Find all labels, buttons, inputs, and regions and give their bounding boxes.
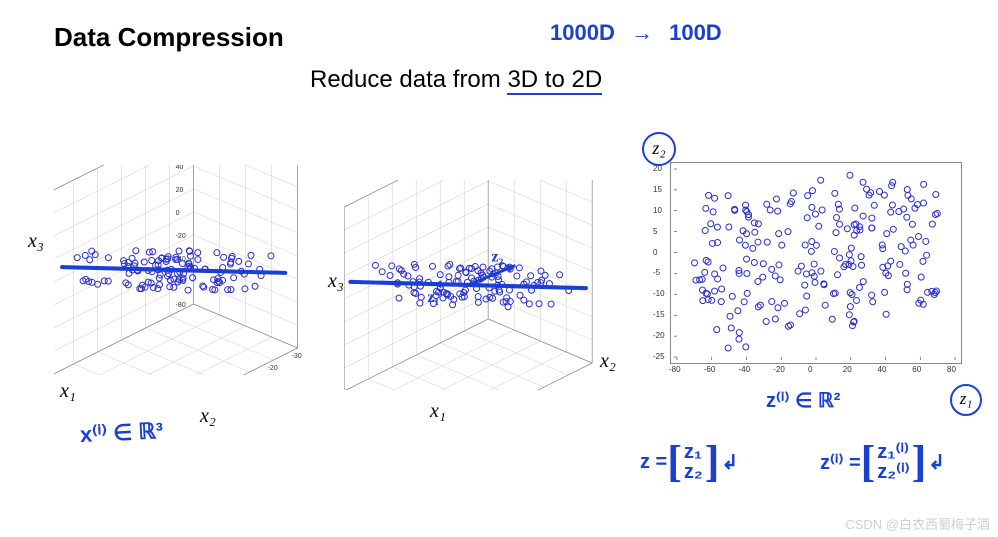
ytick-label: 0 [653,248,657,257]
plot-a-ylabel: x₂ [200,405,216,428]
zi-vec-pre: z⁽ⁱ⁾ = [820,450,861,475]
svg-text:-20: -20 [268,365,278,372]
ytick-label: 5 [653,227,657,236]
plot-a-xlabel: x₁ [60,380,76,403]
svg-text:20: 20 [176,187,184,194]
xtick-label: 80 [947,365,956,374]
xtick-label: -20 [773,365,785,374]
hand-note-top: 1000D → 100D [550,20,722,46]
xtick-label: 40 [878,365,887,374]
zi-vec-r2: z₂⁽ⁱ⁾ [877,462,909,482]
z-vec-r1: z₁ [684,442,703,462]
annot-zi-vector: z⁽ⁱ⁾ = [ z₁⁽ⁱ⁾ z₂⁽ⁱ⁾ ] ↲ [820,440,945,484]
arrow-back-icon-2: ↲ [928,450,945,475]
svg-text:z₁: z₁ [427,289,439,306]
annot-x-in-r3: x⁽ⁱ⁾ ∈ ℝ³ [79,418,163,448]
z-vec-pre: z = [640,451,667,474]
z-vec-r2: z₂ [684,462,703,482]
plot-b-xlabel: x₁ [430,400,446,423]
ytick-label: -5 [653,268,660,277]
hand-to: 100D [669,20,722,45]
plot-b-3d: z₁ z₂ [344,180,614,390]
svg-text:-20: -20 [176,233,186,240]
plot-b-zlabel: x₃ [328,270,344,293]
z1-text: z₁ [960,389,973,408]
ytick-label: 10 [653,206,662,215]
plot-a-3d: -80-60-40-20020406080-30-20-100102030-20… [54,165,314,375]
svg-text:-80: -80 [176,302,186,309]
xtick-label: 60 [912,365,921,374]
ytick-label: -25 [653,352,665,361]
ytick-label: -10 [653,289,665,298]
xtick-label: 0 [808,365,812,374]
svg-text:z₂: z₂ [491,249,503,266]
bracket-left: [ [667,440,682,484]
hand-arrow: → [631,20,653,45]
z2-circled-label: z₂ [642,132,676,166]
arrow-back-icon: ↲ [721,450,738,475]
xtick-label: 20 [843,365,852,374]
ytick-label: -20 [653,331,665,340]
plot-b-ylabel: x₂ [600,350,616,373]
svg-text:40: 40 [176,165,184,171]
subtitle-prefix: Reduce data from [310,66,507,93]
bracket-left-2: [ [861,440,876,484]
subtitle-emph: 3D to 2D [507,66,602,95]
z2-text: z₂ [652,138,665,158]
annot-z-vector: z = [ z₁ z₂ ] ↲ [640,440,738,484]
zi-vec-r1: z₁⁽ⁱ⁾ [877,442,909,462]
ytick-label: -15 [653,310,665,319]
watermark: CSDN @白衣西蜀梅子酒 [845,514,990,533]
subtitle: Reduce data from 3D to 2D [310,66,602,94]
hand-from: 1000D [550,20,615,45]
plot-a-zlabel: x₃ [28,230,44,253]
z1-circled-label: z₁ [950,384,982,416]
svg-text:0: 0 [176,210,180,217]
xtick-label: -80 [669,365,681,374]
plot-c-2d: -80-60-40-20020406080-25-20-15-10-505101… [670,162,962,364]
xtick-label: -40 [739,365,751,374]
bracket-right-2: ] [912,440,927,484]
page-title: Data Compression [54,22,284,53]
ytick-label: 15 [653,185,662,194]
bracket-right: ] [705,440,720,484]
annot-z-in-r2: z⁽ⁱ⁾ ∈ ℝ² [766,388,840,413]
xtick-label: -60 [704,365,716,374]
svg-text:-30: -30 [292,353,302,360]
